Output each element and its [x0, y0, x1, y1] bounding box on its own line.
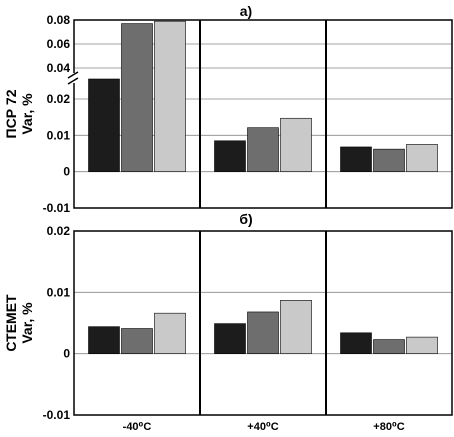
bar-p0-s1-c1: [247, 127, 279, 172]
axis-break-mark-2: [67, 77, 79, 85]
y-tick-label-b-0: -0.01: [43, 408, 71, 422]
y-axis-label-a-line2: Var, %: [19, 93, 35, 135]
y-tick-label-b-2: 0.01: [47, 285, 71, 299]
x-category-label-1: +40⁰C: [247, 421, 278, 433]
bar-p1-s0-c1: [214, 323, 246, 354]
x-category-label-0: -40⁰C: [123, 421, 152, 433]
bar-p0-s0-c2: [340, 146, 372, 172]
y-tick-label-b-1: 0: [63, 347, 70, 361]
axis-break-mark-1: [67, 71, 79, 79]
bar-p1-s2-c0: [154, 312, 186, 354]
panel-label-a: а): [240, 3, 252, 19]
bar-p1-s2-c1: [280, 300, 312, 354]
y-tick-label-a-low-1: 0: [63, 165, 70, 179]
y-tick-label-a-up-0: 0.04: [47, 61, 71, 75]
plot-frame-0: [73, 19, 453, 209]
y-tick-label-a-low-2: 0.01: [47, 128, 71, 142]
y-tick-label-b-3: 0.02: [47, 224, 71, 238]
plot-frame-1: [73, 230, 453, 416]
axis-break-mask: [68, 73, 80, 83]
y-axis-label-b-line2: Var, %: [19, 302, 35, 344]
bar-p0-s2-c0: [154, 20, 186, 172]
bar-p1-s1-c0: [121, 328, 153, 354]
bar-p1-s1-c1: [247, 311, 279, 354]
panel-label-b: б): [239, 211, 252, 227]
bar-p0-s1-c2: [373, 148, 405, 172]
y-tick-label-a-low-3: 0.02: [47, 92, 71, 106]
bar-p1-s2-c2: [406, 336, 438, 354]
bar-p0-s1-c0: [121, 23, 153, 172]
y-axis-label-a-line1: ПСР 72: [3, 89, 19, 138]
x-category-label-2: +80⁰C: [373, 421, 404, 433]
panel-b: -0.01 0 0.01 0.02 б) СТЕМЕТ Var, %: [3, 211, 453, 422]
bar-p1-s1-c2: [373, 339, 405, 354]
bar-p1-s0-c2: [340, 332, 372, 354]
x-category-labels: -40⁰C +40⁰C +80⁰C: [123, 421, 405, 433]
bar-p1-s0-c0: [88, 326, 120, 354]
panel-a: -0.01 0 0.01 0.02 0.04 0.06 0.08 а) ПСР 72 Var, %: [3, 3, 453, 215]
bar-p0-s2-c1: [280, 117, 312, 172]
bar-p0-s0-c0: [88, 78, 120, 172]
bar-p0-s2-c2: [406, 144, 438, 172]
y-axis-label-b-line1: СТЕМЕТ: [3, 294, 19, 352]
y-tick-label-a-up-2: 0.08: [47, 13, 71, 27]
y-tick-label-a-low-0: -0.01: [43, 201, 71, 215]
y-tick-label-a-up-1: 0.06: [47, 37, 71, 51]
bar-p0-s0-c1: [214, 140, 246, 172]
